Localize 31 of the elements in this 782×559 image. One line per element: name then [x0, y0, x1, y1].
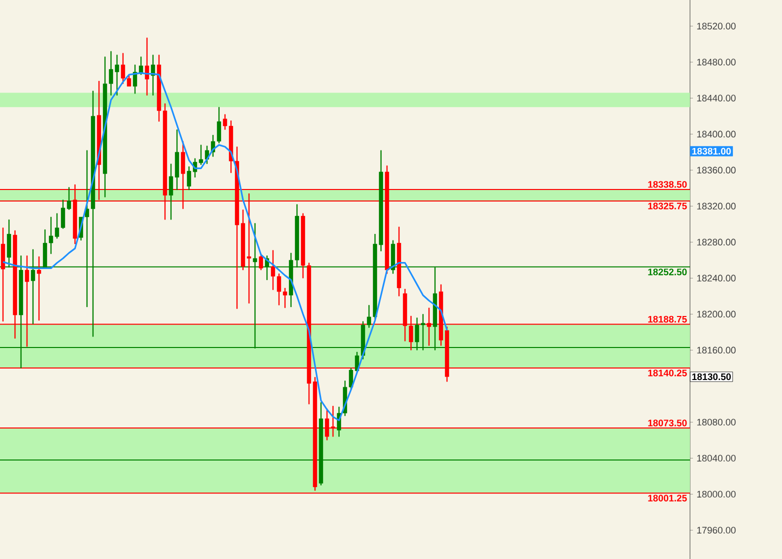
y-tick-label: 18000.00 [697, 490, 736, 498]
y-tick-label: 18520.00 [697, 22, 736, 30]
y-tick-label: 18240.00 [697, 274, 736, 282]
ref-line-label: 18140.25 [648, 370, 687, 376]
candlestick [126, 74, 132, 87]
y-tick-label: 18080.00 [697, 418, 736, 426]
y-tick-label: 18280.00 [697, 238, 736, 246]
candlestick [120, 53, 126, 84]
text: 18130.50 [692, 373, 731, 380]
y-tick-label: 18480.00 [697, 58, 736, 66]
ref-line-label: 18252.50 [648, 268, 687, 276]
y-tick-label: 17960.00 [697, 526, 736, 534]
candlestick [150, 54, 156, 96]
ref-line-label: 18073.50 [648, 420, 687, 426]
y-tick-label: 18400.00 [697, 130, 736, 138]
candlestick [36, 256, 42, 321]
ref-line-label: 18325.75 [648, 202, 687, 210]
y-tick-label: 18200.00 [697, 310, 736, 318]
candlestick [258, 254, 264, 270]
ref-line-label: 18188.75 [648, 316, 687, 323]
y-tick-label: 18440.00 [697, 94, 736, 102]
y-tick-label: 18040.00 [697, 454, 736, 462]
candlestick [144, 38, 150, 96]
y-tick-label: 18160.00 [697, 346, 736, 354]
candlestick [396, 226, 402, 296]
ref-line-label: 18338.50 [648, 181, 687, 188]
ref-line-label: 18001.25 [648, 494, 687, 502]
candlestick [0, 228, 6, 322]
text: 18381.00 [692, 148, 731, 155]
y-tick-label: 18360.00 [697, 166, 736, 174]
y-tick-label: 18320.00 [697, 202, 736, 210]
